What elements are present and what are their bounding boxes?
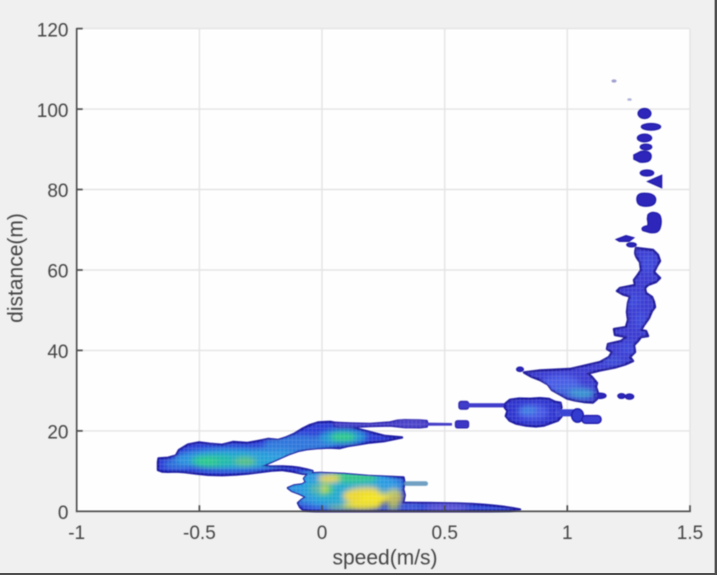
svg-text:100: 100 — [37, 101, 69, 122]
svg-text:-0.5: -0.5 — [183, 523, 216, 544]
svg-text:1.5: 1.5 — [677, 523, 703, 544]
svg-text:0: 0 — [317, 523, 328, 544]
svg-text:distance(m): distance(m) — [5, 213, 28, 323]
svg-text:0.5: 0.5 — [431, 523, 457, 544]
svg-text:speed(m/s): speed(m/s) — [332, 547, 437, 570]
svg-text:80: 80 — [47, 181, 68, 202]
svg-text:120: 120 — [37, 20, 69, 41]
svg-text:0: 0 — [58, 503, 69, 524]
svg-text:-1: -1 — [68, 523, 85, 544]
svg-text:60: 60 — [47, 262, 68, 283]
svg-text:40: 40 — [47, 342, 68, 363]
svg-text:1: 1 — [562, 523, 573, 544]
svg-text:20: 20 — [47, 423, 68, 444]
